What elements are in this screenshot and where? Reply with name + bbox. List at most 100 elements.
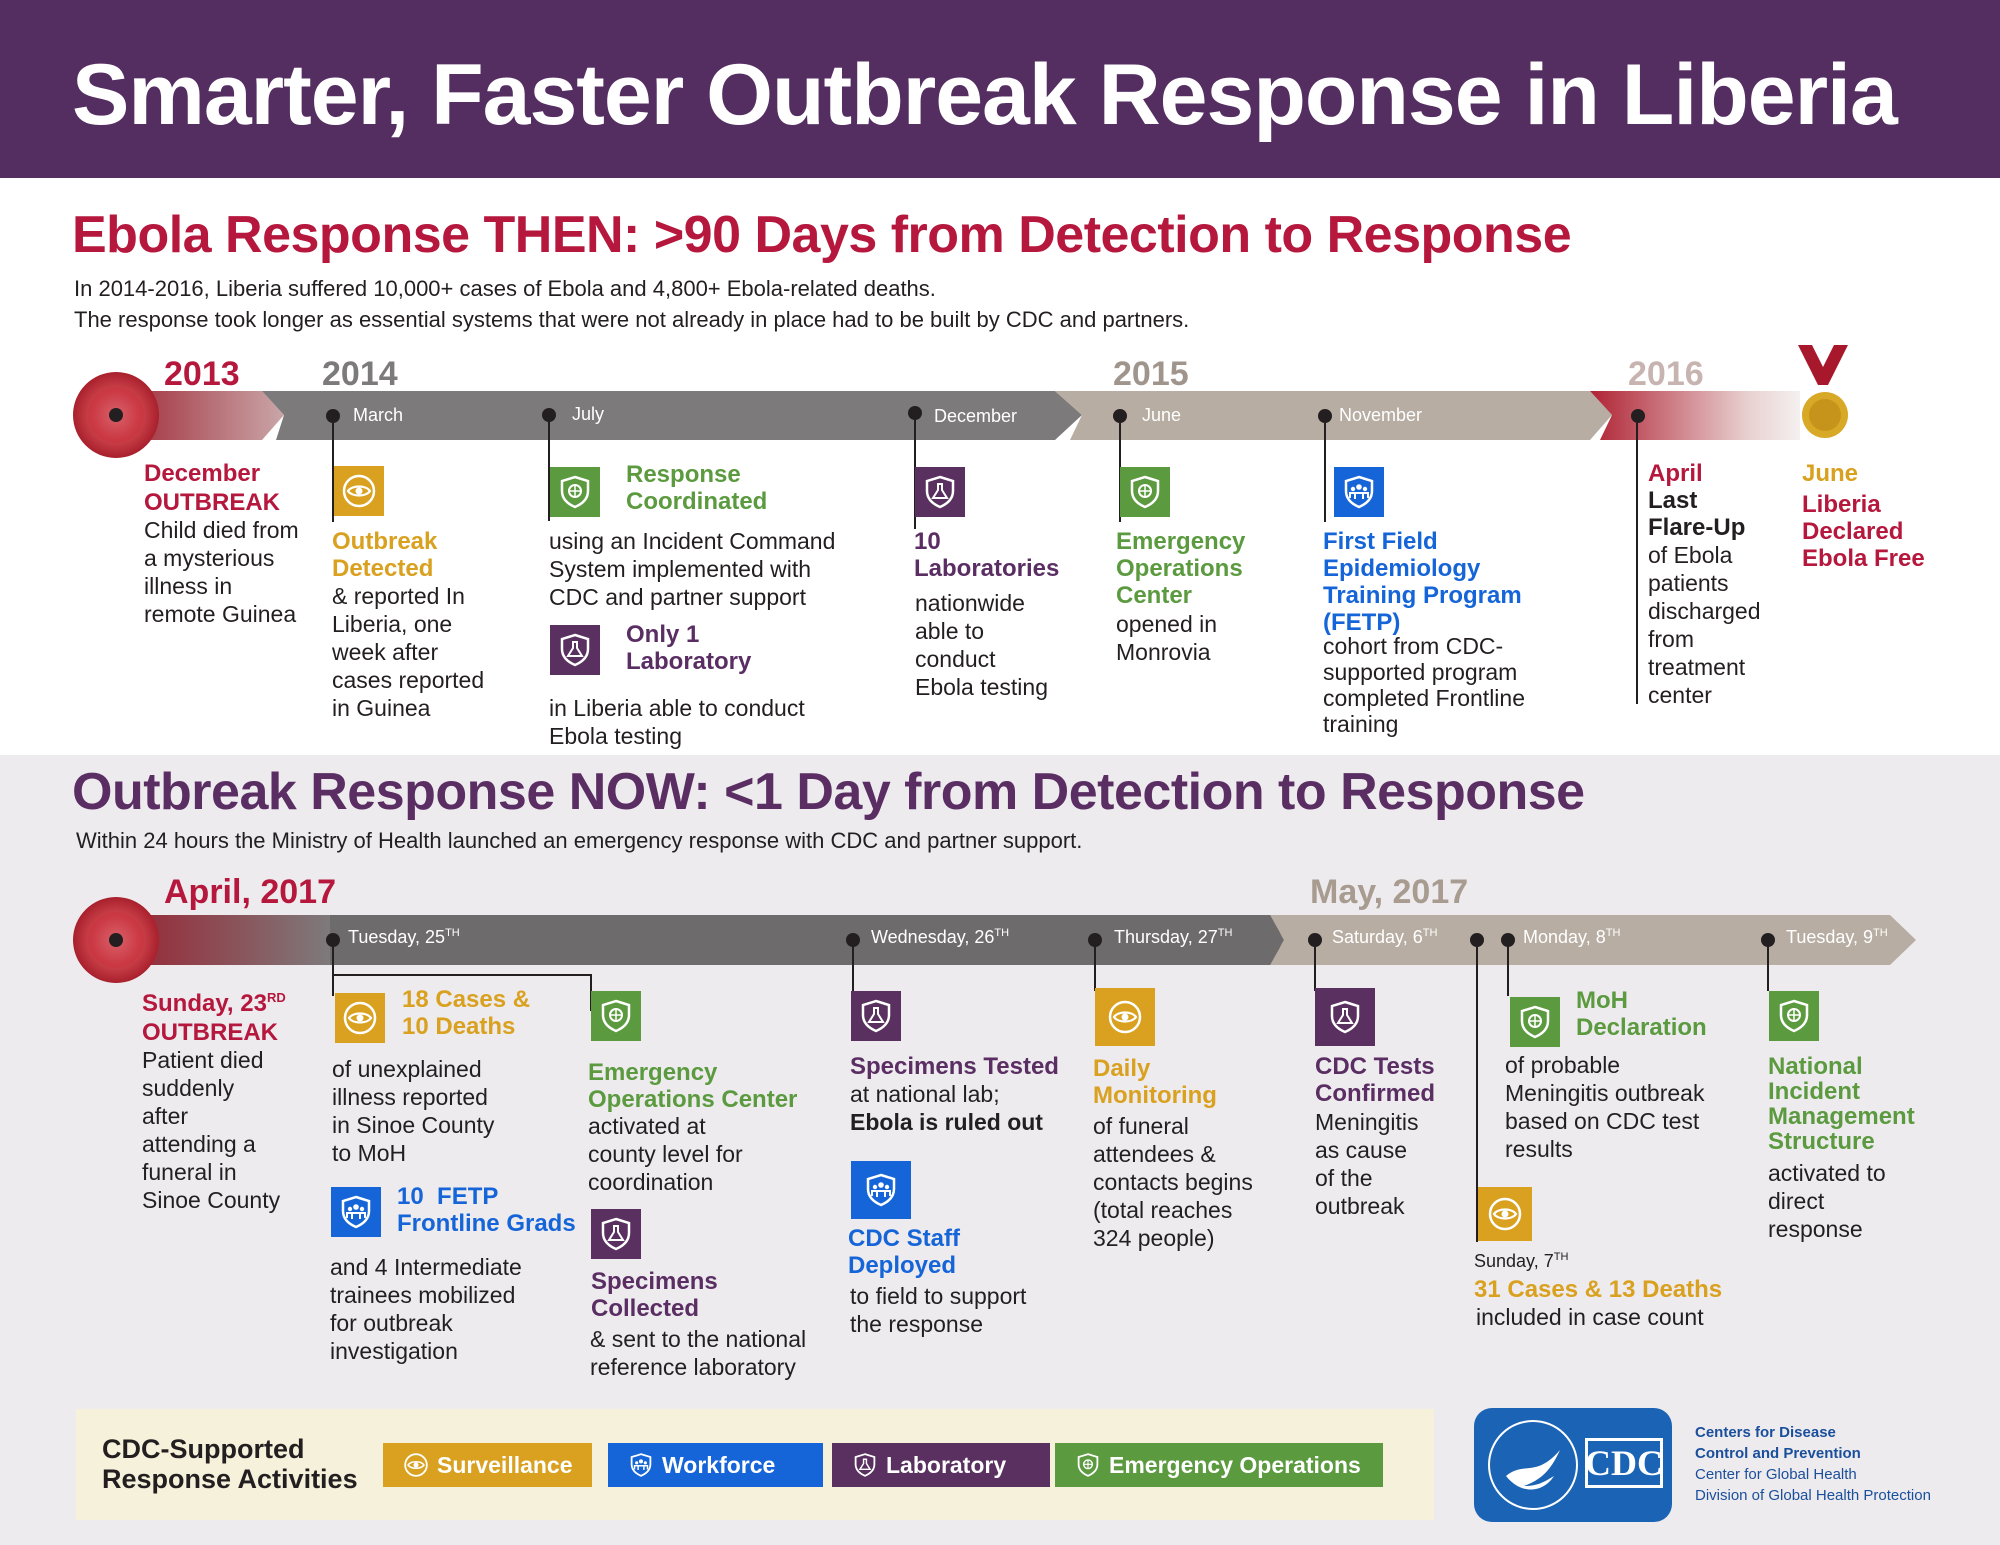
globe-shield-icon	[1510, 997, 1560, 1047]
lab-icon	[852, 1452, 878, 1478]
tick-thu27	[1088, 933, 1102, 947]
globe-shield-icon	[550, 467, 600, 517]
tick-sat6	[1308, 933, 1322, 947]
legend-workforce: Workforce	[608, 1443, 823, 1487]
moh-declaration-title: MoH Declaration	[1576, 987, 1707, 1041]
ten-labs-text: nationwide able to conduct Ebola testing	[915, 590, 1048, 700]
day-tue9: Tuesday, 9TH	[1786, 927, 1888, 947]
cdc-tests-text: Meningitis as cause of the outbreak	[1315, 1109, 1419, 1219]
legend-surveillance: Surveillance	[383, 1443, 592, 1487]
hhs-eagle-icon	[1488, 1420, 1578, 1510]
specimens-collected-text: & sent to the national reference laborato…	[590, 1326, 807, 1380]
nims-text: activated to direct response	[1768, 1160, 1886, 1242]
eoc-text: opened in Monrovia	[1116, 611, 1218, 665]
connector-march	[332, 422, 334, 522]
nims-title: National Incident Management Structure	[1768, 1053, 1915, 1155]
connector-tue25	[332, 946, 334, 996]
month-march: March	[353, 405, 404, 425]
cases18-text: of unexplained illness reported in Sinoe C…	[332, 1056, 495, 1166]
tick-tue25	[326, 933, 340, 947]
now-intro: Within 24 hours the Ministry of Health l…	[76, 828, 1083, 853]
lab-icon	[915, 467, 965, 517]
globe-shield-icon	[1769, 991, 1819, 1041]
now-heading: Outbreak Response NOW: <1 Day from Detec…	[72, 763, 1585, 821]
event-last-flare-up: April Last Flare-Up of Ebola patients disch…	[1648, 460, 1761, 708]
tick-november	[1318, 409, 1332, 423]
connector-mon8	[1507, 946, 1509, 996]
year-2014: 2014	[322, 355, 398, 393]
outbreak-text: Child died from a mysterious illness in rem…	[144, 517, 299, 627]
year-2013: 2013	[164, 355, 240, 393]
tick-december	[908, 406, 922, 420]
specimens-tested: Specimens Tested at national lab; Ebola …	[850, 1053, 1059, 1135]
now-timeline-bar	[73, 897, 1916, 983]
connector-sat6	[1314, 946, 1316, 991]
month-july: July	[572, 404, 605, 424]
then-timeline-bar	[73, 372, 1848, 458]
year-2016: 2016	[1628, 355, 1704, 393]
people-shield-icon	[628, 1452, 654, 1478]
tick-wed26	[846, 933, 860, 947]
eoc-activated-text: activated at county level for coordination	[588, 1113, 743, 1195]
fetp-text: cohort from CDC-supported program complet…	[1323, 633, 1525, 737]
connector-july	[548, 421, 550, 521]
then-intro-line2: The response took longer as essential sy…	[74, 307, 1190, 332]
event-ebola-free: June Liberia Declared Ebola Free	[1802, 460, 1925, 572]
eye-icon	[335, 993, 385, 1043]
connector-sun7	[1476, 946, 1478, 1242]
cdc-tests-title: CDC Tests Confirmed	[1315, 1053, 1435, 1107]
header-banner	[0, 0, 2000, 178]
connector-tue9	[1767, 946, 1769, 991]
cdc-staff-title: CDC Staff Deployed	[848, 1225, 960, 1279]
connector-wed26	[852, 946, 854, 991]
cdc-logo: CDC	[1474, 1408, 1672, 1522]
tick-june-2015	[1113, 409, 1127, 423]
cdc-org-name: Centers for Disease Control and Preventi…	[1695, 1424, 1931, 1504]
event-outbreak-2017: Sunday, 23RD OUTBREAK Patient died sudden…	[142, 990, 286, 1213]
only-one-lab-title: Only 1 Laboratory	[626, 621, 752, 675]
connector-november	[1324, 422, 1326, 522]
month-june: June	[1142, 405, 1182, 425]
eye-icon	[1095, 988, 1155, 1046]
tick-april-2016	[1631, 409, 1645, 423]
eoc-title: Emergency Operations Center	[1116, 528, 1246, 609]
globe-shield-icon	[591, 991, 641, 1041]
legend-laboratory: Laboratory	[832, 1443, 1050, 1487]
outbreak-date: December	[144, 460, 261, 487]
people-shield-icon	[331, 1187, 381, 1237]
cases18-title: 18 Cases & 10 Deaths	[402, 986, 531, 1040]
month-april-2017: April, 2017	[164, 873, 336, 911]
fetp-grads-title: 10 FETP Frontline Grads	[397, 1183, 576, 1237]
lab-icon	[1315, 988, 1375, 1046]
month-december: December	[934, 406, 1018, 426]
response-coordinated-text: using an Incident Command System implemen…	[549, 528, 836, 610]
tick-sun7	[1470, 933, 1484, 947]
cdc-logo-text: CDC	[1585, 1438, 1663, 1488]
only-one-lab-text: in Liberia able to conduct Ebola testing	[549, 695, 805, 749]
connector-thu27	[1094, 946, 1096, 991]
eye-icon	[1478, 1187, 1532, 1241]
ribbon-icon	[1798, 345, 1848, 385]
event-outbreak-detected: Outbreak Detected & reported In Liberia, o…	[332, 528, 485, 721]
page-title: Smarter, Faster Outbreak Response in Lib…	[72, 47, 1898, 143]
then-intro-line1: In 2014-2016, Liberia suffered 10,000+ c…	[74, 276, 936, 301]
specimens-collected-title: Specimens Collected	[591, 1268, 718, 1322]
fetp-grads-text: and 4 Intermediate trainees mobilized for …	[330, 1254, 522, 1364]
people-shield-icon	[1334, 467, 1384, 517]
day-wed26: Wednesday, 26TH	[871, 927, 1010, 947]
globe-shield-icon	[1075, 1452, 1101, 1478]
lab-icon	[851, 991, 901, 1041]
tick-july	[542, 408, 556, 422]
globe-shield-icon	[1120, 467, 1170, 517]
event-outbreak-2013: December OUTBREAK Child died from a myste…	[144, 460, 344, 628]
ten-labs-title: 10 Laboratories	[914, 528, 1060, 582]
sunday7-event: Sunday, 7TH 31 Cases & 13 Deaths include…	[1474, 1251, 1723, 1330]
legend-title: CDC-Supported Response Activities	[102, 1434, 358, 1494]
legend-emergency-operations: Emergency Operations	[1055, 1443, 1383, 1487]
tick-tue9	[1761, 933, 1775, 947]
then-heading: Ebola Response THEN: >90 Days from Detec…	[72, 206, 1572, 264]
year-2015: 2015	[1113, 355, 1189, 393]
eoc-activated-title: Emergency Operations Center	[588, 1059, 798, 1113]
fetp-title: First Field Epidemiology Training Program(…	[1323, 528, 1522, 636]
lab-icon	[591, 1209, 641, 1259]
